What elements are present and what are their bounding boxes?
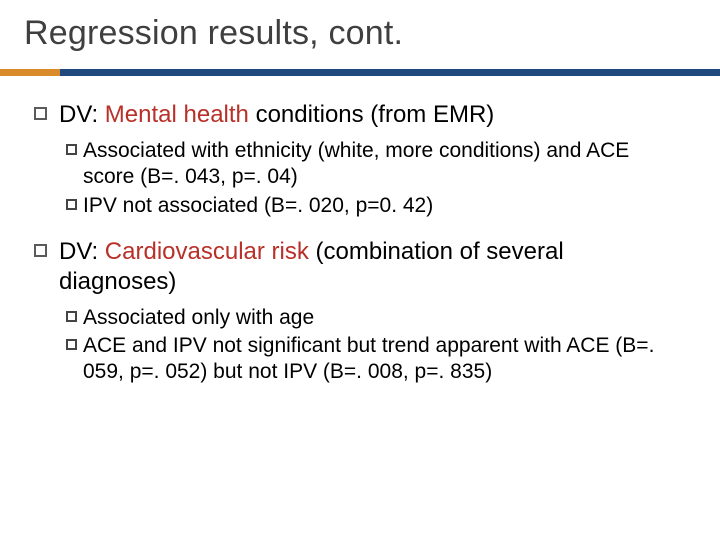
accent-short (0, 69, 60, 76)
square-bullet-icon (66, 339, 77, 350)
square-bullet-icon (66, 144, 77, 155)
square-bullet-icon (66, 311, 77, 322)
slide-content: DV: Mental health conditions (from EMR) … (0, 76, 720, 404)
sub-list: Associated only with age ACE and IPV not… (34, 301, 686, 404)
text-highlight: Mental health (105, 101, 256, 128)
page-title: Regression results, cont. (24, 14, 720, 53)
list-item-text: DV: Cardiovascular risk (combination of … (59, 237, 686, 297)
sub-list: Associated with ethnicity (white, more c… (34, 134, 686, 237)
sub-list-item: ACE and IPV not significant but trend ap… (66, 333, 686, 386)
sub-item-text: IPV not associated (B=. 020, p=0. 42) (83, 193, 433, 219)
sub-list-item: Associated only with age (66, 305, 686, 331)
list-item-text: DV: Mental health conditions (from EMR) (59, 100, 494, 130)
title-block: Regression results, cont. (0, 0, 720, 63)
text-pre: DV: (59, 238, 105, 265)
accent-long (60, 69, 720, 76)
sub-item-text: Associated only with age (83, 305, 314, 331)
text-post: conditions (from EMR) (256, 101, 495, 128)
sub-item-text: ACE and IPV not significant but trend ap… (83, 333, 686, 386)
sub-list-item: Associated with ethnicity (white, more c… (66, 138, 686, 191)
square-bullet-icon (66, 199, 77, 210)
square-bullet-icon (34, 107, 47, 120)
list-item: DV: Mental health conditions (from EMR) (34, 100, 686, 130)
accent-divider (0, 69, 720, 76)
square-bullet-icon (34, 244, 47, 257)
list-item: DV: Cardiovascular risk (combination of … (34, 237, 686, 297)
sub-list-item: IPV not associated (B=. 020, p=0. 42) (66, 193, 686, 219)
text-pre: DV: (59, 101, 105, 128)
text-highlight: Cardiovascular risk (105, 238, 316, 265)
sub-item-text: Associated with ethnicity (white, more c… (83, 138, 686, 191)
